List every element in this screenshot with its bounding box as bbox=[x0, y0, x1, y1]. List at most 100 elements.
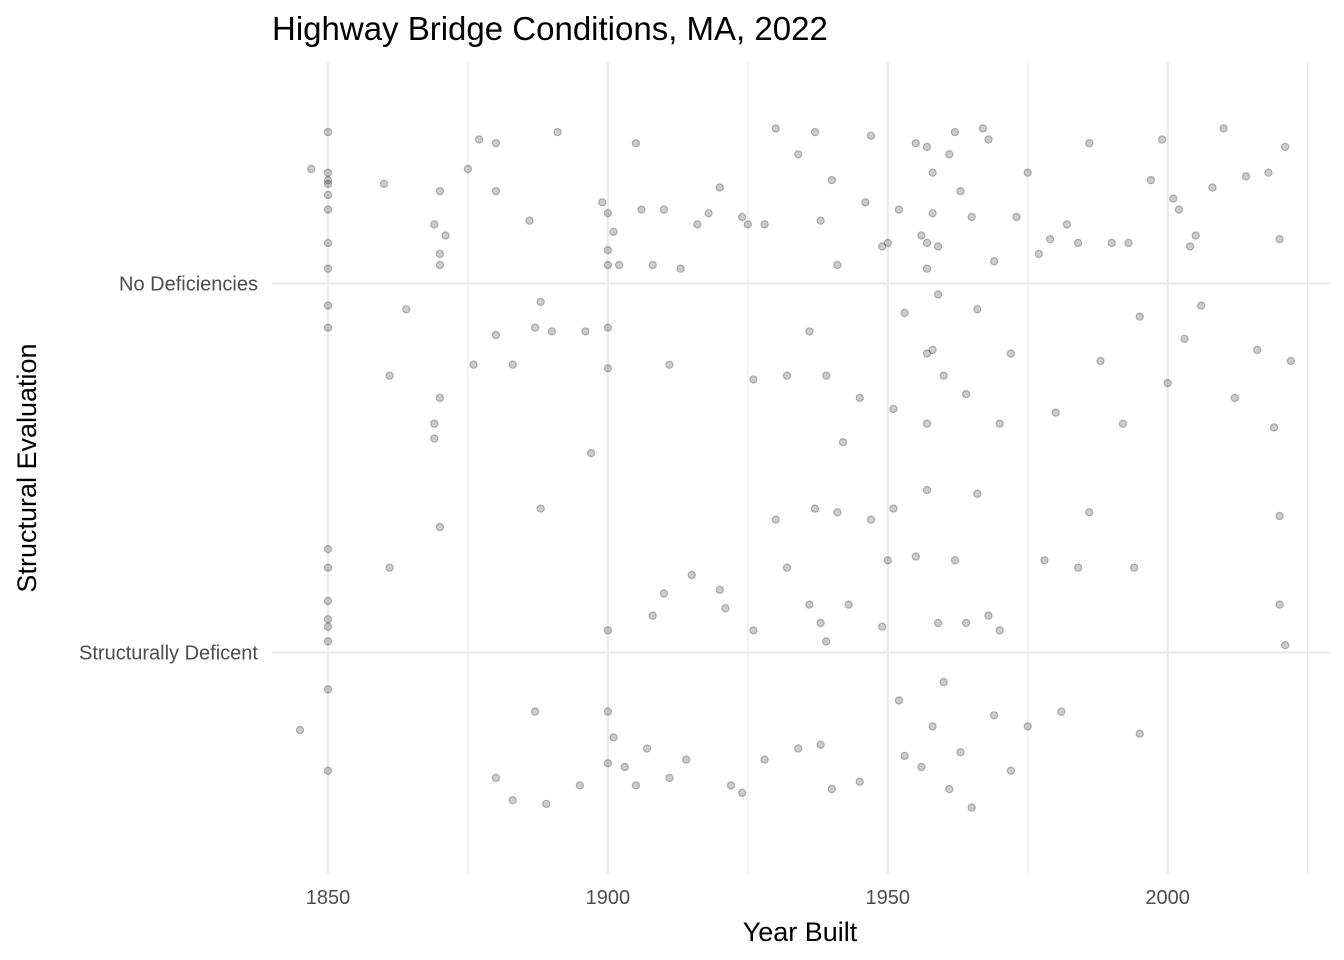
data-point bbox=[323, 545, 333, 554]
data-point bbox=[441, 231, 450, 240]
data-point bbox=[1096, 356, 1105, 366]
x-tick-label: 1950 bbox=[866, 887, 911, 909]
data-point bbox=[631, 138, 641, 148]
data-point bbox=[1241, 172, 1251, 181]
data-point bbox=[603, 323, 613, 332]
data-point bbox=[805, 327, 814, 336]
data-point bbox=[323, 596, 333, 606]
data-point bbox=[1191, 231, 1200, 240]
x-tick-label: 2000 bbox=[1145, 887, 1190, 909]
data-point bbox=[379, 179, 389, 188]
data-point bbox=[933, 290, 943, 299]
data-point bbox=[1286, 356, 1296, 366]
data-point bbox=[945, 784, 954, 794]
data-point bbox=[911, 138, 921, 148]
data-point bbox=[704, 209, 713, 218]
data-point bbox=[995, 626, 1004, 635]
data-point bbox=[922, 142, 932, 152]
data-point bbox=[967, 803, 976, 812]
data-point bbox=[603, 245, 613, 255]
data-point bbox=[894, 696, 904, 705]
data-point bbox=[323, 301, 333, 310]
data-point bbox=[917, 231, 926, 240]
y-tick-label: Structurally Deficent bbox=[79, 643, 258, 665]
data-point bbox=[323, 766, 333, 775]
data-point bbox=[648, 260, 657, 270]
y-tick-label: No Deficiencies bbox=[119, 273, 258, 295]
data-point bbox=[323, 637, 333, 646]
data-point bbox=[827, 784, 837, 794]
data-point bbox=[866, 131, 876, 140]
data-point bbox=[928, 345, 937, 355]
data-point bbox=[822, 637, 831, 646]
data-point bbox=[894, 205, 904, 214]
data-point bbox=[603, 759, 613, 768]
data-point bbox=[1269, 423, 1279, 432]
data-point bbox=[827, 175, 837, 185]
data-point bbox=[1280, 641, 1290, 650]
data-point bbox=[878, 242, 887, 251]
data-point bbox=[435, 186, 445, 196]
data-point bbox=[581, 327, 590, 336]
data-point bbox=[822, 371, 831, 380]
data-point bbox=[911, 552, 921, 561]
data-point bbox=[1185, 242, 1195, 251]
data-point bbox=[491, 773, 501, 783]
data-point bbox=[760, 220, 769, 229]
data-point bbox=[385, 563, 394, 572]
data-point bbox=[491, 186, 501, 196]
data-point bbox=[1012, 212, 1021, 222]
data-point bbox=[435, 249, 445, 259]
data-point bbox=[1085, 138, 1094, 148]
data-point bbox=[1051, 408, 1060, 417]
data-point bbox=[1252, 345, 1262, 355]
data-point bbox=[323, 238, 333, 248]
data-point bbox=[1129, 563, 1139, 572]
data-point bbox=[855, 393, 865, 403]
data-point bbox=[430, 220, 439, 229]
data-point bbox=[435, 522, 445, 532]
data-point bbox=[553, 127, 562, 137]
data-point bbox=[917, 762, 926, 772]
data-point bbox=[525, 216, 534, 225]
data-point bbox=[922, 264, 932, 273]
data-point bbox=[323, 179, 333, 188]
data-point bbox=[508, 796, 517, 805]
data-point bbox=[463, 164, 473, 174]
data-point bbox=[738, 788, 747, 798]
data-point bbox=[956, 186, 965, 196]
data-point bbox=[491, 330, 501, 340]
data-point bbox=[810, 127, 820, 137]
data-point bbox=[1034, 249, 1044, 259]
data-point bbox=[810, 504, 820, 513]
data-point bbox=[738, 212, 747, 222]
data-point bbox=[721, 604, 730, 613]
data-point bbox=[603, 707, 613, 716]
data-point bbox=[323, 615, 333, 624]
data-point bbox=[620, 762, 629, 772]
data-point bbox=[956, 748, 965, 757]
data-point bbox=[933, 618, 943, 628]
data-point bbox=[1275, 511, 1284, 521]
chart-title: Highway Bridge Conditions, MA, 2022 bbox=[272, 10, 828, 47]
data-point bbox=[782, 371, 792, 380]
y-axis-title: Structural Evaluation bbox=[12, 343, 42, 592]
data-point bbox=[435, 260, 445, 270]
x-tick-label: 1900 bbox=[586, 887, 631, 909]
data-point bbox=[1062, 220, 1072, 229]
data-point bbox=[782, 563, 792, 572]
data-point bbox=[385, 371, 394, 380]
data-point bbox=[323, 622, 333, 631]
data-point bbox=[816, 740, 825, 750]
data-point bbox=[665, 360, 674, 369]
data-point bbox=[1169, 194, 1178, 203]
data-point bbox=[323, 175, 333, 185]
data-point bbox=[928, 722, 937, 731]
data-point bbox=[995, 419, 1004, 428]
data-point bbox=[693, 220, 702, 229]
data-point bbox=[889, 404, 898, 414]
data-point bbox=[838, 438, 848, 447]
data-point bbox=[749, 375, 758, 384]
data-point bbox=[530, 323, 540, 332]
